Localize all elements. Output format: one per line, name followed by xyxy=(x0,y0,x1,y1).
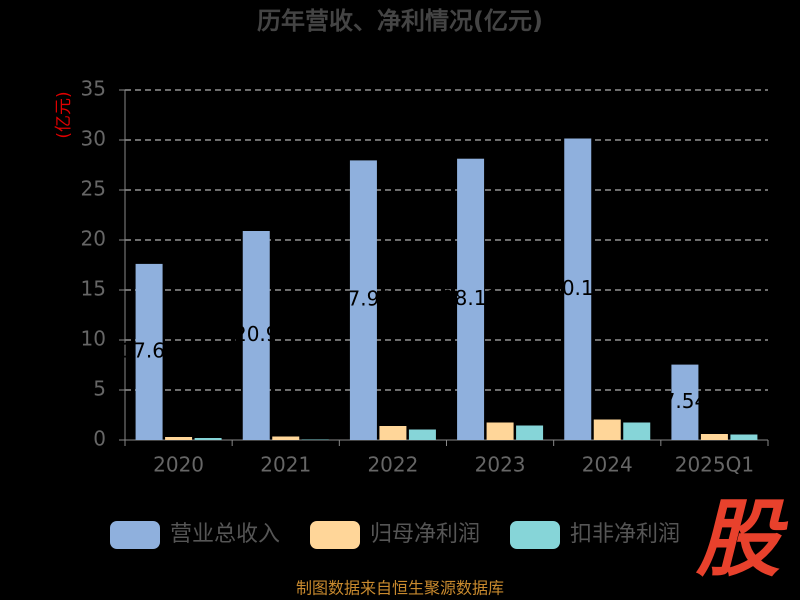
bar xyxy=(730,434,758,440)
value-label: 30.15 xyxy=(549,276,606,300)
y-tick-label: 0 xyxy=(93,427,106,451)
bar xyxy=(593,419,621,440)
legend-label: 扣非净利润 xyxy=(570,522,680,547)
value-label: 28.13 xyxy=(442,286,499,310)
x-tick-label: 2020 xyxy=(153,453,204,477)
legend-swatch xyxy=(510,521,560,549)
bar xyxy=(700,434,728,440)
y-tick-label: 5 xyxy=(93,377,106,401)
bar xyxy=(671,364,699,440)
y-tick-label: 25 xyxy=(81,177,106,201)
x-tick-label: 2024 xyxy=(582,453,633,477)
y-tick-label: 15 xyxy=(81,277,106,301)
bar xyxy=(194,438,222,440)
bar xyxy=(457,158,485,440)
legend-swatch xyxy=(310,521,360,549)
y-tick-label: 10 xyxy=(81,327,106,351)
bar xyxy=(349,160,377,440)
logo: 股 xyxy=(695,490,789,588)
legend-label: 营业总收入 xyxy=(170,522,280,547)
x-tick-label: 2021 xyxy=(260,453,311,477)
value-label: 20.9 xyxy=(234,322,279,346)
y-tick-label: 20 xyxy=(81,227,106,251)
bar xyxy=(242,231,270,440)
y-tick-label: 30 xyxy=(81,127,106,151)
x-tick-label: 2022 xyxy=(367,453,418,477)
chart-title: 历年营收、净利情况(亿元) xyxy=(257,7,543,35)
value-label: 7.54 xyxy=(663,389,708,413)
bar xyxy=(564,138,592,440)
bar xyxy=(301,439,329,440)
bar xyxy=(516,425,544,440)
y-tick-label: 35 xyxy=(81,77,106,101)
value-label: 27.96 xyxy=(335,287,392,311)
bar xyxy=(408,429,436,440)
x-tick-label: 2023 xyxy=(475,453,526,477)
bar xyxy=(165,437,193,440)
bar xyxy=(272,436,300,440)
legend-label: 归母净利润 xyxy=(370,522,480,547)
legend-swatch xyxy=(110,521,160,549)
y-axis-label: (亿元) xyxy=(54,91,74,138)
bar xyxy=(623,422,651,440)
bar xyxy=(135,263,163,440)
x-tick-label: 2025Q1 xyxy=(675,453,754,477)
bar xyxy=(379,426,407,440)
bar xyxy=(486,422,514,440)
source-note: 制图数据来自恒生聚源数据库 xyxy=(296,579,504,598)
value-label: 17.61 xyxy=(120,338,177,362)
